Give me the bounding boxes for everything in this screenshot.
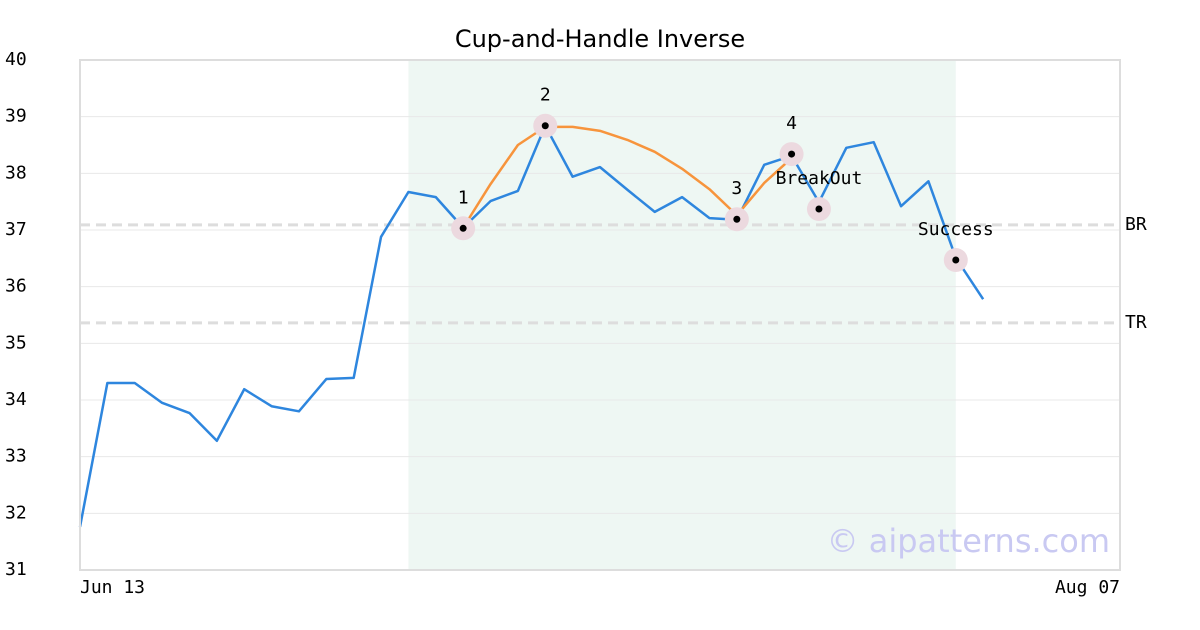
watermark: © aipatterns.com	[827, 522, 1110, 560]
chart-title: Cup-and-Handle Inverse	[455, 25, 745, 53]
pivot-dot	[541, 122, 549, 130]
y-tick-label: 37	[5, 219, 27, 240]
pivot-dot	[815, 205, 823, 213]
level-label: TR	[1125, 312, 1147, 333]
y-tick-label: 34	[5, 389, 27, 410]
y-tick-label: 39	[5, 106, 27, 127]
pivot-dot	[733, 215, 741, 223]
price-line	[78, 124, 985, 528]
level-label: BR	[1125, 214, 1147, 235]
x-tick-label: Aug 07	[1055, 577, 1120, 598]
pivot-dot	[788, 150, 796, 158]
plot-frame	[79, 59, 1121, 571]
y-tick-label: 31	[5, 559, 27, 580]
y-tick-label: 40	[5, 49, 27, 70]
pivot-label: Success	[918, 219, 994, 240]
pivot-label: BreakOut	[776, 168, 863, 189]
y-tick-label: 33	[5, 446, 27, 467]
pivot-label: 3	[731, 178, 742, 199]
pattern-region	[408, 60, 956, 570]
y-tick-label: 35	[5, 332, 27, 353]
pivot-label: 1	[458, 187, 469, 208]
y-tick-label: 32	[5, 502, 27, 523]
pivot-dot	[459, 224, 467, 232]
y-tick-label: 38	[5, 162, 27, 183]
x-tick-label: Jun 13	[80, 577, 145, 598]
pivot-label: 2	[540, 85, 551, 106]
pivot-label: 4	[786, 113, 797, 134]
pivot-dot	[952, 256, 960, 264]
y-tick-label: 36	[5, 276, 27, 297]
